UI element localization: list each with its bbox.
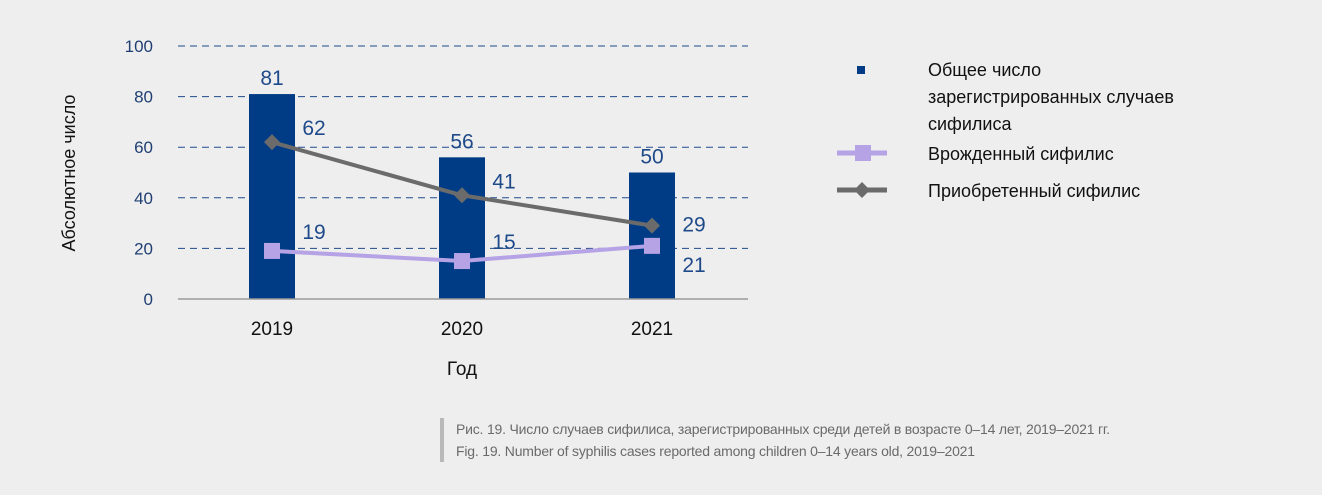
congenital-value-label-2019: 19	[302, 221, 325, 244]
congenital-point-2021	[644, 237, 660, 254]
acquired-point-2020	[454, 187, 470, 204]
caption-en: Fig. 19. Number of syphilis cases report…	[456, 443, 975, 459]
bar-value-label-2019: 81	[260, 67, 283, 90]
x-tick-label-2020: 2020	[441, 319, 483, 340]
lines	[264, 134, 660, 270]
data-labels: 81 56 50 62 41 29 19 15 21	[260, 67, 705, 277]
congenital-value-label-2021: 21	[682, 254, 705, 277]
y-tick-label-0: 0	[144, 290, 153, 309]
acquired-value-label-2021: 29	[682, 214, 705, 237]
bar-value-label-2020: 56	[450, 130, 473, 153]
x-tick-label-2021: 2021	[631, 319, 673, 340]
bar-2019	[249, 94, 295, 299]
bar-value-label-2021: 50	[640, 146, 663, 169]
congenital-value-label-2020: 15	[492, 231, 515, 254]
y-tick-label-20: 20	[134, 239, 153, 258]
legend: Общее число зарегистрированных случаев сиф…	[837, 60, 1174, 201]
caption-ru: Рис. 19. Число случаев сифилиса, зарегис…	[456, 421, 1110, 437]
legend-bar-text-2: сифилиса	[928, 114, 1012, 134]
x-tick-label-2019: 2019	[251, 319, 293, 340]
bar-2021	[629, 172, 675, 299]
y-tick-label-40: 40	[134, 189, 153, 208]
legend-bar-text-0: Общее число	[928, 60, 1041, 80]
figure-caption: Рис. 19. Число случаев сифилиса, зарегис…	[440, 418, 1316, 462]
acquired-point-2019	[264, 134, 280, 151]
y-tick-label-100: 100	[125, 37, 153, 56]
y-axis-title: Абсолютное число	[59, 95, 79, 252]
acquired-point-2021	[644, 217, 660, 234]
acquired-value-label-2019: 62	[302, 117, 325, 140]
legend-bar-swatch	[857, 66, 865, 74]
y-tick-label-80: 80	[134, 88, 153, 107]
legend-acquired-text: Приобретенный сифилис	[928, 181, 1140, 201]
congenital-point-2020	[454, 253, 470, 270]
x-axis-title: Год	[447, 359, 477, 380]
y-tick-label-60: 60	[134, 138, 153, 157]
legend-acquired-marker	[854, 182, 870, 198]
syphilis-chart: 81 56 50 62 41 29 19 15 21 0 20 40 60 80 100 2019 2020 2…	[59, 37, 1174, 380]
legend-congenital-text: Врожденный сифилис	[928, 144, 1114, 164]
legend-bar-text-1: зарегистрированных случаев	[928, 87, 1174, 107]
legend-congenital-marker	[855, 145, 871, 161]
congenital-point-2019	[264, 242, 280, 259]
bars	[249, 94, 675, 299]
bar-2020	[439, 157, 485, 299]
axes: 0 20 40 60 80 100 2019 2020 2021 Год Абсолютное чи…	[59, 37, 748, 380]
acquired-value-label-2020: 41	[492, 170, 515, 193]
